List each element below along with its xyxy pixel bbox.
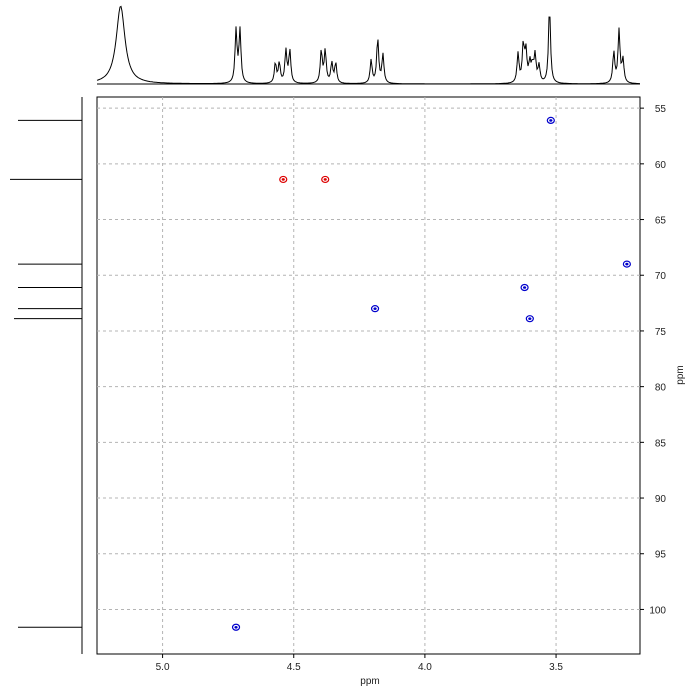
y-tick-label: 65 — [655, 216, 667, 227]
x-axis-title: ppm — [360, 676, 379, 687]
grid-lines — [97, 97, 640, 654]
cross-peak-core — [625, 262, 629, 266]
x-tick-label: 3.5 — [549, 662, 563, 673]
cross-peak — [370, 305, 380, 313]
y-tick-label: 85 — [655, 438, 667, 449]
cross-peaks — [231, 116, 631, 631]
x-tick-label: 4.5 — [287, 662, 301, 673]
cross-peak-core — [281, 178, 285, 181]
plot-area-frame — [96, 96, 641, 655]
cross-peak — [622, 260, 631, 268]
top-projection-trace — [96, 5, 640, 85]
cross-peak-core — [234, 625, 238, 629]
cross-peak-core — [522, 286, 527, 289]
cross-peak — [279, 175, 288, 184]
cross-peak-core — [528, 317, 532, 320]
y-tick-label: 55 — [655, 104, 667, 115]
y-axis-title: ppm — [675, 365, 686, 384]
left-projection-13c — [10, 97, 83, 654]
y-axis-ticks: 55 60 65 70 75 80 85 90 95 100 — [640, 104, 666, 616]
top-projection-1h — [96, 5, 640, 85]
x-axis-ticks: 5.0 4.5 4.0 3.5 — [156, 654, 563, 673]
y-tick-label: 80 — [655, 383, 667, 394]
cross-peak — [546, 116, 555, 124]
y-tick-label: 95 — [655, 550, 667, 561]
x-tick-label: 5.0 — [156, 662, 170, 673]
y-tick-label: 100 — [649, 605, 666, 616]
x-tick-label: 4.0 — [418, 662, 432, 673]
cross-peak-core — [549, 119, 553, 122]
cross-peak-core — [373, 307, 377, 310]
y-tick-label: 90 — [655, 494, 667, 505]
y-tick-label: 70 — [655, 271, 667, 282]
cross-peak — [525, 315, 534, 323]
cross-peak — [231, 623, 241, 631]
cross-peak — [520, 283, 529, 292]
left-projection-peaks — [10, 119, 82, 628]
cross-peak-core — [323, 178, 327, 181]
cross-peak — [321, 175, 330, 184]
y-tick-label: 60 — [655, 160, 667, 171]
y-tick-label: 75 — [655, 327, 667, 338]
